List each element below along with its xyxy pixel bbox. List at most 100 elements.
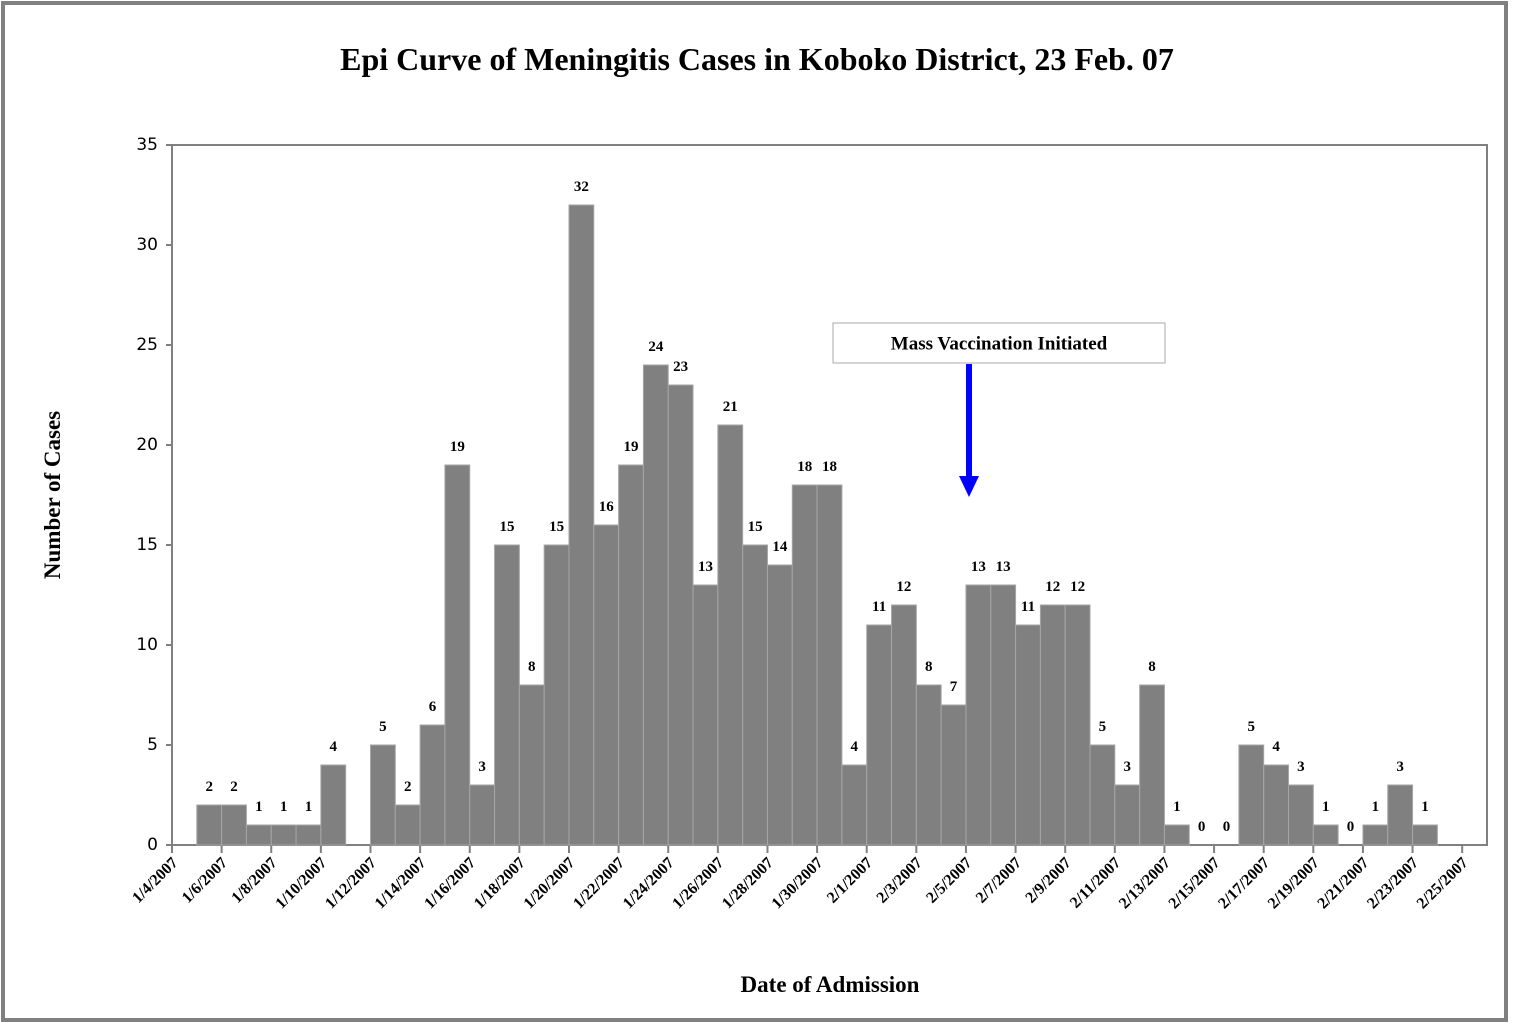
bar (1387, 784, 1414, 846)
bar (444, 464, 471, 846)
arrow-head (959, 476, 979, 497)
bar (915, 684, 942, 846)
bar (593, 524, 620, 846)
bar (990, 584, 1017, 846)
data-label: 5 (379, 719, 387, 735)
data-label: 15 (499, 519, 514, 535)
data-label: 1 (255, 799, 263, 815)
y-axis-label: Number of Cases (40, 411, 65, 579)
data-label: 0 (1347, 819, 1355, 835)
bar (642, 364, 669, 846)
bar (369, 744, 396, 846)
data-label: 12 (1045, 579, 1060, 595)
data-label: 13 (971, 559, 986, 575)
data-label: 1 (1322, 799, 1330, 815)
bar (1064, 604, 1091, 846)
data-label: 8 (925, 659, 933, 675)
data-label: 5 (1099, 719, 1107, 735)
data-label: 19 (450, 439, 465, 455)
bar (1114, 784, 1141, 846)
bar (1288, 784, 1314, 846)
data-label: 1 (1173, 799, 1181, 815)
annotation-box (832, 322, 1166, 364)
data-label: 1 (305, 799, 313, 815)
bar (196, 804, 223, 846)
data-label: 19 (624, 439, 639, 455)
chart-title: Epi Curve of Meningitis Cases in Koboko … (340, 41, 1174, 77)
bar (1362, 824, 1389, 846)
data-label: 8 (528, 659, 536, 675)
bar (791, 484, 818, 846)
bar (245, 824, 272, 846)
bar (1139, 684, 1165, 846)
data-label: 24 (648, 339, 664, 355)
bar (816, 484, 843, 846)
bar (965, 584, 992, 846)
data-label: 4 (330, 739, 338, 755)
bar (295, 824, 322, 846)
data-label: 11 (1021, 599, 1035, 615)
data-label: 23 (673, 359, 688, 375)
y-tick-label: 15 (136, 535, 158, 555)
bar (394, 804, 421, 846)
bar (419, 724, 446, 846)
bar (221, 804, 247, 846)
bar (940, 704, 967, 846)
data-label: 14 (772, 539, 788, 555)
annotation: Mass Vaccination Initiated (891, 333, 1108, 354)
bar (568, 204, 595, 846)
data-label: 13 (698, 559, 713, 575)
data-label: 2 (404, 779, 412, 795)
data-label: 1 (1421, 799, 1429, 815)
bar (667, 384, 694, 846)
y-tick-label: 35 (136, 135, 158, 155)
bar (866, 624, 893, 846)
bar (1312, 824, 1339, 846)
bar (270, 824, 297, 846)
bar (841, 764, 868, 846)
bar (692, 584, 719, 846)
bar (618, 464, 644, 846)
data-label: 11 (872, 599, 886, 615)
y-tick-label: 25 (136, 335, 158, 355)
bar (320, 764, 347, 846)
data-label: 32 (574, 179, 589, 195)
data-label: 18 (797, 459, 812, 475)
data-label: 0 (1223, 819, 1231, 835)
bar (1263, 764, 1290, 846)
bar (1089, 744, 1116, 846)
y-tick-label: 0 (147, 835, 158, 855)
data-label: 6 (429, 699, 437, 715)
data-label: 3 (1396, 759, 1404, 775)
data-label: 12 (1070, 579, 1085, 595)
data-label: 15 (748, 519, 763, 535)
data-label: 2 (230, 779, 238, 795)
data-label: 3 (1123, 759, 1131, 775)
data-label: 12 (896, 579, 911, 595)
data-label: 15 (549, 519, 564, 535)
data-label: 8 (1148, 659, 1156, 675)
data-label: 1 (1372, 799, 1380, 815)
y-tick-label: 20 (136, 435, 158, 455)
data-label: 21 (723, 399, 738, 415)
data-label: 1 (280, 799, 288, 815)
y-tick-label: 30 (136, 235, 158, 255)
bar (1412, 824, 1438, 846)
data-label: 4 (1272, 739, 1280, 755)
data-label: 7 (950, 679, 958, 695)
y-tick-label: 5 (147, 735, 158, 755)
bar (469, 784, 496, 846)
bar (891, 604, 917, 846)
bar (1039, 604, 1066, 846)
bar (742, 544, 768, 846)
bar (766, 564, 793, 846)
data-label: 16 (599, 499, 615, 515)
data-label: 18 (822, 459, 837, 475)
bar (518, 684, 545, 846)
data-label: 5 (1248, 719, 1256, 735)
bar (1238, 744, 1265, 846)
data-label: 3 (478, 759, 486, 775)
bar (1015, 624, 1041, 846)
